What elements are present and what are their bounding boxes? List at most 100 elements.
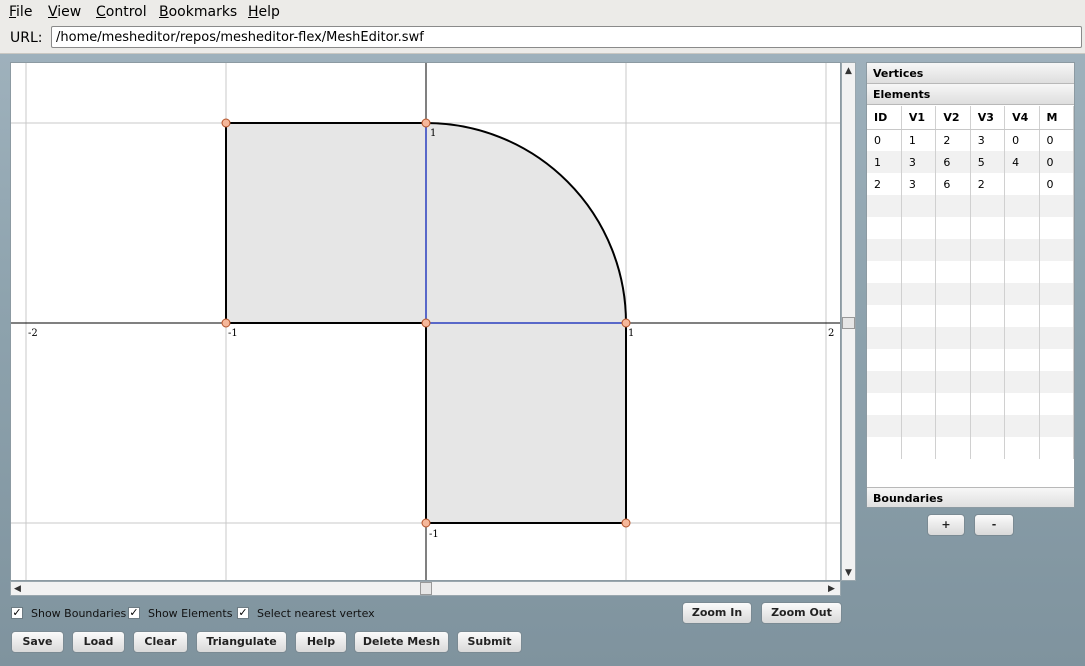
- column-header[interactable]: V4: [1004, 106, 1040, 130]
- mesh-vertex[interactable]: [221, 118, 231, 128]
- clear-button[interactable]: Clear: [133, 631, 188, 653]
- url-bar: URL:: [0, 24, 1085, 54]
- table-cell: 4: [1004, 151, 1040, 173]
- table-cell: 0: [1004, 129, 1040, 151]
- scroll-up-arrow-icon[interactable]: ▲: [845, 66, 852, 76]
- mesh-elements[interactable]: [226, 123, 626, 523]
- table-row[interactable]: [867, 349, 1074, 371]
- table-cell: 0: [1039, 151, 1074, 173]
- menu-bookmarks[interactable]: Bookmarks: [159, 4, 238, 20]
- table-cell: [867, 195, 902, 217]
- scroll-down-arrow-icon[interactable]: ▼: [845, 568, 852, 578]
- table-row[interactable]: [867, 261, 1074, 283]
- table-cell: [935, 415, 971, 437]
- table-cell: [935, 283, 971, 305]
- zoom-in-button[interactable]: Zoom In: [682, 602, 752, 624]
- table-row[interactable]: [867, 327, 1074, 349]
- mesh-vertices[interactable]: [221, 118, 631, 528]
- table-cell: [1004, 283, 1040, 305]
- table-cell: 1: [901, 129, 937, 151]
- scroll-right-arrow-icon[interactable]: ▶: [828, 584, 835, 594]
- table-row[interactable]: [867, 437, 1074, 459]
- mesh-vertex[interactable]: [621, 318, 631, 328]
- table-cell: 3: [970, 129, 1006, 151]
- menu-file[interactable]: File: [9, 4, 33, 20]
- zoom-out-button[interactable]: Zoom Out: [761, 602, 842, 624]
- element-quad-1[interactable]: [426, 323, 626, 523]
- table-cell: [970, 283, 1006, 305]
- elements-header[interactable]: Elements: [867, 84, 1074, 105]
- triangulate-button[interactable]: Triangulate: [196, 631, 287, 653]
- scroll-left-arrow-icon[interactable]: ◀: [14, 584, 21, 594]
- save-button[interactable]: Save: [11, 631, 64, 653]
- table-cell: [1004, 371, 1040, 393]
- column-header[interactable]: V3: [970, 106, 1006, 130]
- table-cell: [935, 349, 971, 371]
- table-cell: [1004, 305, 1040, 327]
- remove-boundary-button[interactable]: -: [974, 514, 1014, 536]
- table-cell: [935, 239, 971, 261]
- element-quad-0[interactable]: [226, 123, 426, 323]
- boundaries-header[interactable]: Boundaries: [867, 487, 1074, 507]
- menu-bar: File View Control Bookmarks Help: [0, 0, 1085, 25]
- vertical-scroll-thumb[interactable]: [842, 317, 855, 329]
- mesh-vertex[interactable]: [421, 318, 431, 328]
- mesh-vertex[interactable]: [221, 318, 231, 328]
- url-input[interactable]: [51, 26, 1082, 48]
- table-cell: [1039, 261, 1074, 283]
- url-label: URL:: [10, 30, 43, 46]
- checkbox-checked-icon[interactable]: ✓: [128, 606, 140, 619]
- table-cell: [1004, 393, 1040, 415]
- table-cell: [1004, 239, 1040, 261]
- table-cell: [867, 239, 902, 261]
- table-row[interactable]: [867, 393, 1074, 415]
- table-cell: [1004, 173, 1040, 195]
- mesh-vertex[interactable]: [421, 518, 431, 528]
- vertices-header[interactable]: Vertices: [867, 63, 1074, 84]
- menu-view[interactable]: View: [48, 4, 82, 20]
- table-row[interactable]: [867, 415, 1074, 437]
- horizontal-scrollbar[interactable]: ◀ ▶: [10, 581, 841, 596]
- table-row[interactable]: [867, 239, 1074, 261]
- column-header[interactable]: M: [1039, 106, 1074, 130]
- help-button[interactable]: Help: [295, 631, 347, 653]
- table-cell: [1039, 195, 1074, 217]
- delete-mesh-button[interactable]: Delete Mesh: [354, 631, 449, 653]
- submit-button[interactable]: Submit: [457, 631, 522, 653]
- mesh-canvas[interactable]: -2 -1 1 2 1 -1: [10, 62, 841, 581]
- x-tick-label: -2: [28, 328, 38, 339]
- table-row[interactable]: [867, 195, 1074, 217]
- checkbox-checked-icon[interactable]: ✓: [237, 606, 249, 619]
- load-button[interactable]: Load: [72, 631, 125, 653]
- table-cell: [970, 305, 1006, 327]
- table-cell: 0: [1039, 129, 1074, 151]
- column-header[interactable]: ID: [867, 106, 902, 130]
- table-cell: [867, 305, 902, 327]
- table-cell: [867, 393, 902, 415]
- element-curved-2[interactable]: [426, 123, 626, 323]
- horizontal-scroll-thumb[interactable]: [420, 582, 432, 595]
- checkbox-checked-icon[interactable]: ✓: [11, 606, 23, 619]
- vertical-scrollbar[interactable]: ▲ ▼: [841, 62, 856, 581]
- column-header[interactable]: V1: [901, 106, 937, 130]
- menu-help[interactable]: Help: [248, 4, 280, 20]
- mesh-vertex[interactable]: [621, 518, 631, 528]
- table-row[interactable]: [867, 217, 1074, 239]
- column-header[interactable]: V2: [935, 106, 971, 130]
- table-cell: [901, 305, 937, 327]
- table-cell: [1004, 327, 1040, 349]
- table-row[interactable]: [867, 283, 1074, 305]
- table-row[interactable]: [867, 305, 1074, 327]
- mesh-drawing[interactable]: -2 -1 1 2 1 -1: [11, 63, 841, 581]
- add-boundary-button[interactable]: +: [927, 514, 965, 536]
- menu-control[interactable]: Control: [96, 4, 147, 20]
- table-cell: [1004, 437, 1040, 459]
- mesh-vertex[interactable]: [421, 118, 431, 128]
- table-cell: [901, 195, 937, 217]
- table-row[interactable]: [867, 371, 1074, 393]
